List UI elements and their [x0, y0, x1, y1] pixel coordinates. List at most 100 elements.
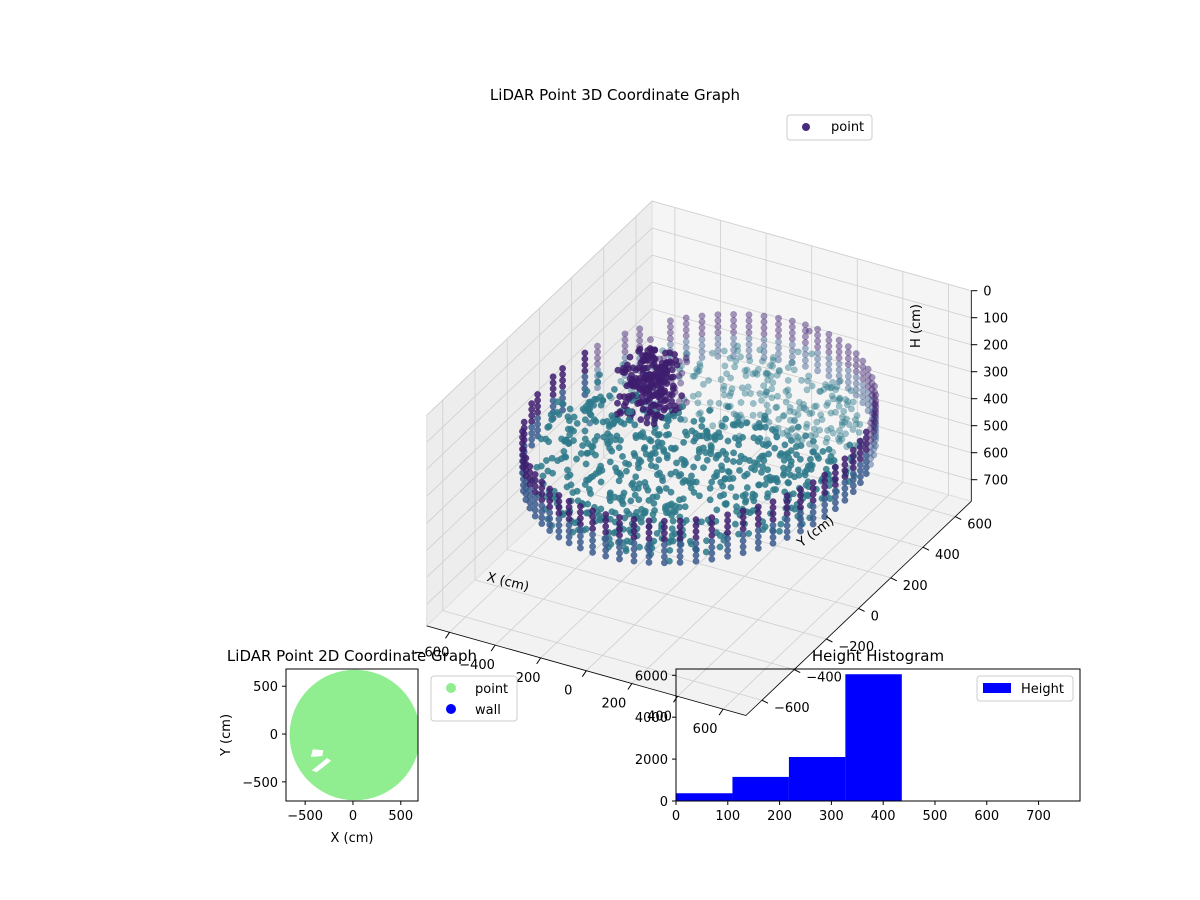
scatter-point [690, 463, 698, 471]
scatter-point [812, 431, 819, 439]
scatter-point [871, 400, 879, 408]
scatter-point [695, 367, 703, 375]
chart-3d-points [519, 310, 880, 567]
scatter-point [520, 418, 528, 426]
scatter-point [620, 402, 628, 410]
chart-2d-legend-label-wall: wall [475, 703, 501, 718]
scatter-point [825, 354, 833, 362]
x-tick-label: −600 [414, 645, 450, 660]
scatter-point [788, 359, 796, 366]
scatter-point [565, 417, 573, 425]
scatter-point [822, 381, 830, 389]
scatter-point [730, 328, 738, 336]
scatter-point [668, 500, 675, 508]
scatter-point [739, 543, 747, 551]
scatter-point [519, 445, 527, 453]
scatter-point [708, 514, 716, 522]
scatter-point [831, 475, 839, 483]
scatter-point [555, 509, 563, 517]
scatter-point [581, 367, 589, 375]
scatter-point [797, 509, 804, 517]
scatter-point [784, 376, 792, 384]
scatter-point [783, 510, 791, 518]
scatter-point [645, 541, 653, 549]
scatter-point [824, 399, 832, 407]
scatter-point [537, 462, 545, 470]
scatter-point [660, 541, 668, 549]
chart-3d-legend-marker [802, 123, 810, 131]
scatter-point [867, 419, 875, 427]
scatter-point [852, 361, 860, 369]
scatter-point [769, 354, 777, 361]
scatter-point [871, 412, 879, 420]
scatter-point [677, 379, 685, 387]
scatter-point [726, 354, 734, 362]
scatter-point [677, 415, 685, 423]
scatter-point [821, 477, 829, 485]
scatter-point [538, 520, 546, 528]
scatter-point [625, 408, 633, 416]
scatter-point [862, 440, 870, 448]
scatter-point [635, 464, 642, 472]
scatter-point [849, 482, 857, 490]
scatter-point [841, 496, 849, 504]
scatter-point [546, 485, 554, 493]
scatter-point [801, 321, 809, 329]
scatter-point [621, 336, 629, 344]
scatter-point [773, 403, 781, 411]
scatter-point [616, 393, 624, 400]
scatter-point [777, 520, 785, 528]
scatter-point [576, 532, 584, 540]
scatter-point [668, 366, 676, 374]
scatter-point [790, 408, 798, 416]
scatter-point [739, 507, 747, 515]
z-tick-label: 200 [983, 339, 1008, 354]
y-tick-label: 500 [253, 680, 278, 695]
scatter-point [660, 517, 668, 525]
scatter-point [825, 372, 833, 380]
scatter-point [570, 413, 578, 421]
chart-2d-plot [289, 669, 418, 801]
scatter-point [862, 452, 870, 460]
scatter-point [663, 454, 671, 462]
scatter-point [576, 502, 584, 510]
scatter-point [835, 378, 843, 386]
scatter-point [531, 476, 539, 484]
scatter-point [589, 507, 597, 515]
scatter-point [703, 456, 711, 464]
scatter-point [849, 488, 857, 496]
scatter-point [787, 437, 795, 444]
scatter-point [589, 531, 597, 539]
scatter-point [628, 481, 636, 489]
scatter-point [559, 376, 567, 384]
scatter-point [720, 385, 727, 393]
scatter-point [754, 503, 762, 511]
scatter-point [871, 406, 879, 414]
scatter-point [775, 350, 782, 358]
scatter-point [678, 369, 686, 377]
scatter-point [733, 503, 740, 511]
scatter-point [838, 435, 846, 443]
scatter-point [589, 519, 597, 527]
scatter-point [859, 387, 867, 395]
scatter-point [734, 347, 742, 355]
scatter-point [650, 420, 658, 428]
scatter-point [721, 362, 729, 370]
scatter-point [692, 534, 700, 541]
scatter-point [844, 349, 852, 356]
scatter-point [741, 367, 749, 375]
scatter-point [649, 510, 657, 518]
scatter-point [821, 489, 829, 497]
scatter-point [567, 481, 575, 489]
scatter-point [589, 543, 597, 550]
scatter-point [673, 459, 680, 467]
scatter-point [822, 465, 830, 473]
scatter-point [602, 552, 610, 560]
scatter-point [767, 372, 775, 380]
scatter-point [643, 397, 650, 405]
scatter-point [773, 475, 780, 482]
scatter-point [821, 471, 829, 479]
scatter-point [831, 493, 839, 501]
scatter-point [844, 343, 852, 351]
scatter-point [754, 527, 762, 534]
